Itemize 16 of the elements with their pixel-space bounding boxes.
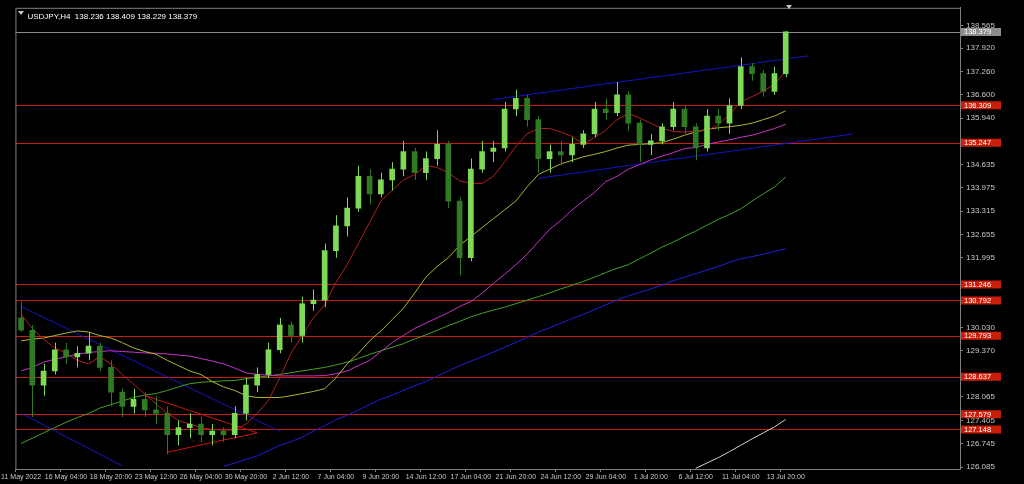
y-tick-label: 137.260 (966, 66, 996, 76)
y-tick-label: 138.565 (966, 20, 996, 30)
y-tick-label: 131.995 (966, 253, 996, 263)
y-tick-label: 133.975 (966, 182, 996, 192)
y-tick-label: 136.600 (966, 90, 996, 100)
y-tick-label: 132.655 (966, 229, 996, 239)
y-tick-label: 137.920 (966, 43, 996, 53)
y-tick-label: 126.745 (966, 438, 996, 448)
y-tick-label: 129.370 (966, 345, 996, 355)
y-tick-label: 126.085 (966, 462, 996, 472)
y-tick-label: 133.315 (966, 206, 996, 216)
y-tick-label: 128.065 (966, 392, 996, 402)
y-tick-label: 134.635 (966, 159, 996, 169)
y-tick-label: 135.940 (966, 113, 996, 123)
y-tick-label: 130.030 (966, 322, 996, 332)
text: USDJPY,H4 138.236 138.409 138.229 138.379 (27, 12, 198, 21)
